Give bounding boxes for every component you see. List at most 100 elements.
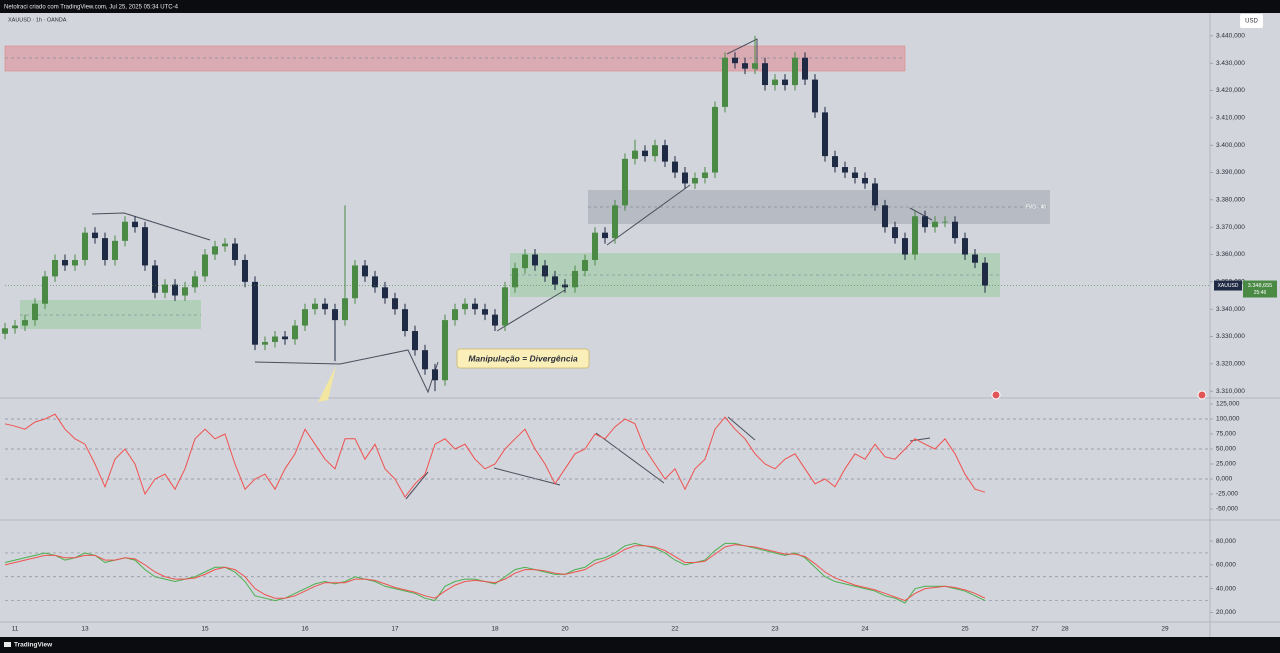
x-tick-label: 22 <box>671 626 679 633</box>
candle-body <box>462 303 468 310</box>
y-tick-label: 3.410,000 <box>1216 115 1245 122</box>
y-tick-label: 125,000 <box>1216 401 1240 408</box>
candle-body <box>602 232 608 239</box>
candle-body <box>312 303 318 310</box>
currency: USD <box>1245 19 1258 25</box>
candle-body <box>482 309 488 315</box>
candle-body <box>522 254 528 269</box>
demand-zone <box>20 300 201 329</box>
y-tick-label: 3.340,000 <box>1216 306 1245 313</box>
y-tick-label: -50,000 <box>1216 506 1238 513</box>
x-tick-label: 20 <box>561 626 569 633</box>
candle-body <box>792 57 798 86</box>
brand-logo <box>4 642 11 647</box>
candle-body <box>612 205 618 239</box>
candle-body <box>712 106 718 173</box>
candle-body <box>852 172 858 178</box>
x-tick-label: 28 <box>1061 626 1069 633</box>
candle-body <box>892 227 898 239</box>
x-tick-label: 27 <box>1031 626 1039 633</box>
candle-body <box>322 303 328 310</box>
note-box <box>456 348 590 369</box>
candle-body <box>832 156 838 168</box>
indicator-line <box>4 542 986 604</box>
candle-body <box>52 259 58 277</box>
y-tick-label: 3.370,000 <box>1216 224 1245 231</box>
candle-body <box>912 216 918 255</box>
candle-body <box>192 276 198 288</box>
y-tick-label: 3.400,000 <box>1216 142 1245 149</box>
candle-body <box>802 57 808 80</box>
trend-line <box>496 289 566 332</box>
candle-body <box>272 336 278 342</box>
candle-body <box>352 265 358 299</box>
candle-body <box>662 145 668 162</box>
candle-body <box>502 287 508 326</box>
candle-body <box>772 79 778 86</box>
y-tick-label: 3.420,000 <box>1216 87 1245 94</box>
event-icon[interactable] <box>1197 390 1207 400</box>
candle-body <box>132 221 138 228</box>
candle-body <box>822 112 828 157</box>
candle-body <box>222 243 228 247</box>
candle-body <box>972 254 978 263</box>
trend-line <box>606 184 691 246</box>
candle-body <box>862 177 868 184</box>
candle-body <box>292 325 298 340</box>
currency-button[interactable] <box>1240 14 1263 28</box>
candle-body <box>472 303 478 310</box>
candle-body <box>932 221 938 228</box>
y-tick-label: 3.320,000 <box>1216 361 1245 368</box>
trend-line <box>726 38 758 70</box>
divergence-line <box>405 471 429 500</box>
trend-line <box>91 212 211 241</box>
x-tick-label: 16 <box>301 626 309 633</box>
supply-zone <box>4 45 906 72</box>
y-tick-label: 100,000 <box>1216 416 1240 423</box>
indicator-line <box>4 544 986 602</box>
candle-body <box>842 167 848 173</box>
y-tick-label: 3.310,000 <box>1216 388 1245 395</box>
candle-body <box>362 265 368 277</box>
y-tick-label: 3.430,000 <box>1216 60 1245 67</box>
candle-body <box>902 238 908 255</box>
y-tick-label: 60,000 <box>1216 562 1236 569</box>
candle-body <box>232 243 238 260</box>
x-tick-label: 23 <box>771 626 779 633</box>
candle-body <box>562 284 568 288</box>
divergence-line <box>727 416 756 441</box>
symbol-tag: XAUUSD <box>1218 283 1239 289</box>
candle-body <box>762 63 768 86</box>
candle-body <box>812 79 818 113</box>
candle-body <box>72 259 78 266</box>
x-tick-label: 11 <box>12 626 19 633</box>
candle-body <box>102 238 108 260</box>
candle-body <box>112 240 118 260</box>
candle-body <box>152 265 158 293</box>
candle-body <box>702 172 708 178</box>
x-tick-label: 25 <box>961 626 969 633</box>
candle-body <box>422 350 428 370</box>
candle-body <box>782 79 788 86</box>
candle-body <box>632 150 638 159</box>
candle-body <box>572 270 578 288</box>
candle-body <box>162 284 168 293</box>
candle-body <box>92 232 98 239</box>
price-tag: 3.348,655 <box>1248 283 1272 289</box>
candle-body <box>172 284 178 296</box>
x-tick-label: 13 <box>81 626 89 633</box>
highlight-marker <box>318 366 336 402</box>
y-tick-label: 3.330,000 <box>1216 333 1245 340</box>
candle-body <box>582 259 588 271</box>
symbol-info: XAUUSD · 1h · OANDA <box>8 17 67 23</box>
countdown: 25:46 <box>1254 290 1267 296</box>
candle-body <box>642 150 648 157</box>
candle-body <box>382 287 388 299</box>
candle-body <box>122 221 128 241</box>
event-icon[interactable] <box>991 390 1001 400</box>
candle-body <box>672 161 678 173</box>
note-text: Manipulação = Divergência <box>468 353 578 363</box>
candle-body <box>622 158 628 206</box>
y-tick-label: 20,000 <box>1216 609 1236 616</box>
candle-body <box>732 57 738 64</box>
